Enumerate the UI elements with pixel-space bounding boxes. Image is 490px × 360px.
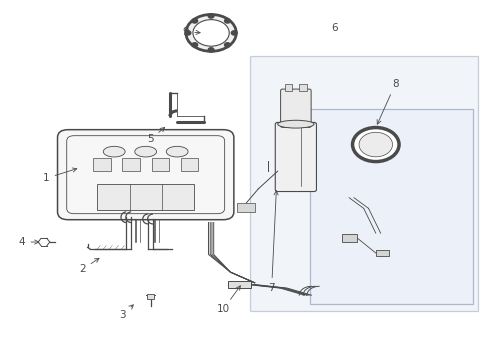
Bar	[147, 294, 154, 299]
Circle shape	[231, 31, 237, 35]
Text: 9: 9	[183, 27, 200, 37]
Text: 8: 8	[377, 79, 398, 124]
Text: 5: 5	[147, 127, 165, 144]
Bar	[285, 84, 293, 90]
Bar	[151, 158, 169, 171]
Bar	[94, 158, 111, 171]
Text: 3: 3	[120, 305, 133, 320]
Circle shape	[224, 43, 230, 47]
Ellipse shape	[278, 120, 314, 128]
Bar	[97, 184, 194, 210]
Text: 2: 2	[79, 258, 99, 274]
Circle shape	[192, 43, 197, 47]
Text: 1: 1	[43, 168, 77, 183]
Bar	[342, 234, 357, 242]
Circle shape	[186, 14, 236, 51]
Bar	[299, 84, 307, 90]
Bar	[228, 281, 251, 288]
Circle shape	[192, 19, 197, 23]
Circle shape	[359, 132, 392, 157]
Bar	[250, 56, 478, 311]
Circle shape	[352, 127, 399, 162]
Ellipse shape	[103, 146, 125, 157]
Circle shape	[224, 19, 230, 23]
Text: 4: 4	[19, 237, 39, 247]
Ellipse shape	[166, 146, 188, 157]
Circle shape	[208, 48, 214, 52]
Bar	[181, 158, 198, 171]
Circle shape	[185, 31, 191, 35]
Circle shape	[208, 14, 214, 18]
Ellipse shape	[135, 146, 157, 157]
FancyBboxPatch shape	[281, 89, 311, 127]
Text: 10: 10	[217, 286, 241, 314]
Bar	[237, 203, 255, 212]
Bar	[310, 109, 473, 304]
FancyBboxPatch shape	[57, 130, 234, 220]
Text: 6: 6	[331, 23, 338, 33]
FancyBboxPatch shape	[275, 122, 317, 192]
Bar	[122, 158, 140, 171]
Circle shape	[193, 20, 229, 46]
Text: 7: 7	[269, 191, 278, 293]
Bar	[376, 250, 390, 256]
